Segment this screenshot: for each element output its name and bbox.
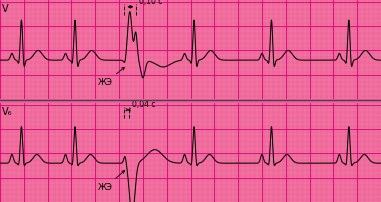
Text: 0,04 с: 0,04 с <box>131 100 155 109</box>
Text: ЖЭ: ЖЭ <box>98 67 125 87</box>
Text: V₆: V₆ <box>2 107 12 117</box>
Text: ЖЭ: ЖЭ <box>98 170 125 192</box>
Text: 0,10 с: 0,10 с <box>139 0 162 6</box>
Text: V: V <box>2 4 8 14</box>
